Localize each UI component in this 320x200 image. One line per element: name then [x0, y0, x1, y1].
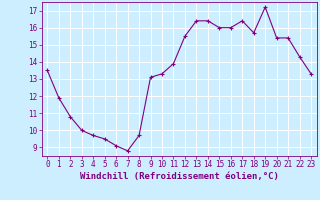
X-axis label: Windchill (Refroidissement éolien,°C): Windchill (Refroidissement éolien,°C)	[80, 172, 279, 181]
